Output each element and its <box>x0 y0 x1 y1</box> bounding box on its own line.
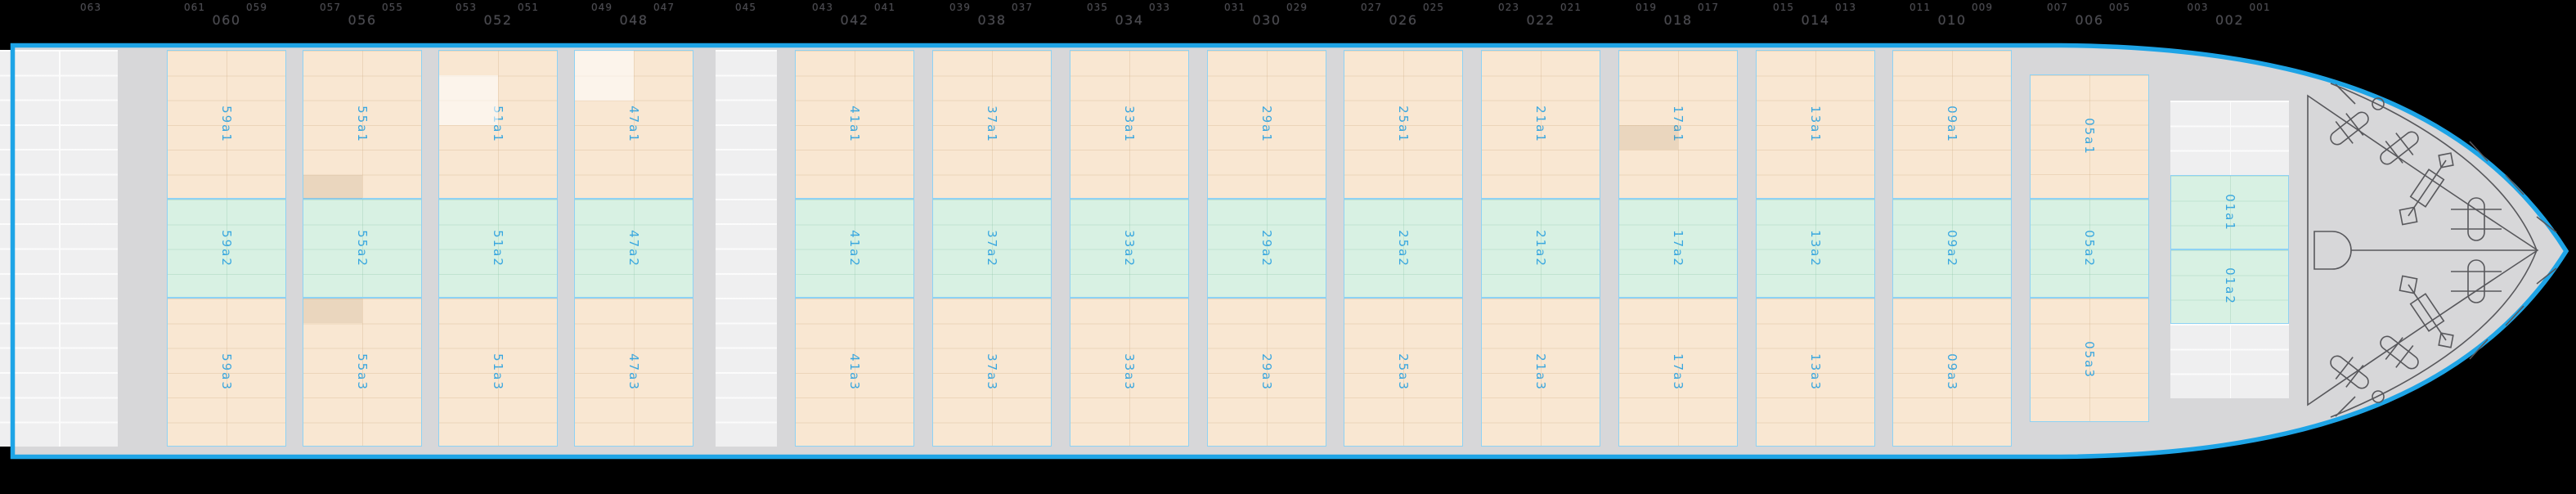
bay-number-odd: 053 <box>456 2 477 13</box>
bay-number-odd: 055 <box>382 2 403 13</box>
bay-number-odd: 031 <box>1224 2 1245 13</box>
bay-number-odd: 063 <box>80 2 101 13</box>
bay-number-odd: 021 <box>1560 2 1582 13</box>
bay-number-odd: 047 <box>653 2 675 13</box>
bay-number-odd: 051 <box>518 2 539 13</box>
bay-number-odd: 027 <box>1361 2 1382 13</box>
bay-number-odd: 007 <box>2047 2 2068 13</box>
bay-number-odd: 037 <box>1012 2 1033 13</box>
bay-number-even: 014 <box>1801 12 1830 28</box>
bay-number-odd: 049 <box>591 2 613 13</box>
bay-number-even: 018 <box>1663 12 1693 28</box>
bay-number-even: 010 <box>1937 12 1967 28</box>
bay-number-even: 052 <box>483 12 513 28</box>
bay-number-odd: 033 <box>1149 2 1170 13</box>
bay-number-odd: 005 <box>2109 2 2130 13</box>
bay-number-odd: 019 <box>1636 2 1657 13</box>
bay-number-even: 042 <box>840 12 869 28</box>
bay-number-odd: 061 <box>184 2 205 13</box>
bay-number-odd: 029 <box>1286 2 1308 13</box>
bay-number-odd: 013 <box>1835 2 1856 13</box>
bay-number-odd: 045 <box>735 2 756 13</box>
bay-number-odd: 025 <box>1423 2 1444 13</box>
bay-number-odd: 017 <box>1698 2 1719 13</box>
bay-number-odd: 035 <box>1087 2 1108 13</box>
bay-number-even: 030 <box>1252 12 1281 28</box>
bay-number-even: 026 <box>1389 12 1418 28</box>
bay-number-odd: 009 <box>1972 2 1993 13</box>
bay-number-odd: 011 <box>1910 2 1931 13</box>
bay-number-even: 056 <box>348 12 377 28</box>
bay-number-even: 038 <box>977 12 1007 28</box>
bay-number-even: 022 <box>1526 12 1555 28</box>
bay-number-even: 006 <box>2075 12 2104 28</box>
bay-number-even: 002 <box>2215 12 2245 28</box>
bay-number-odd: 003 <box>2187 2 2209 13</box>
bay-number-odd: 015 <box>1773 2 1794 13</box>
bay-number-odd: 043 <box>812 2 833 13</box>
bay-number-even: 034 <box>1115 12 1144 28</box>
bay-number-odd: 041 <box>874 2 895 13</box>
bay-number-odd: 039 <box>949 2 971 13</box>
bay-number-odd: 023 <box>1498 2 1519 13</box>
bay-number-odd: 057 <box>320 2 341 13</box>
bay-number-even: 060 <box>212 12 241 28</box>
bay-number-odd: 001 <box>2249 2 2271 13</box>
bay-number-odd: 059 <box>246 2 267 13</box>
bay-number-even: 048 <box>619 12 648 28</box>
